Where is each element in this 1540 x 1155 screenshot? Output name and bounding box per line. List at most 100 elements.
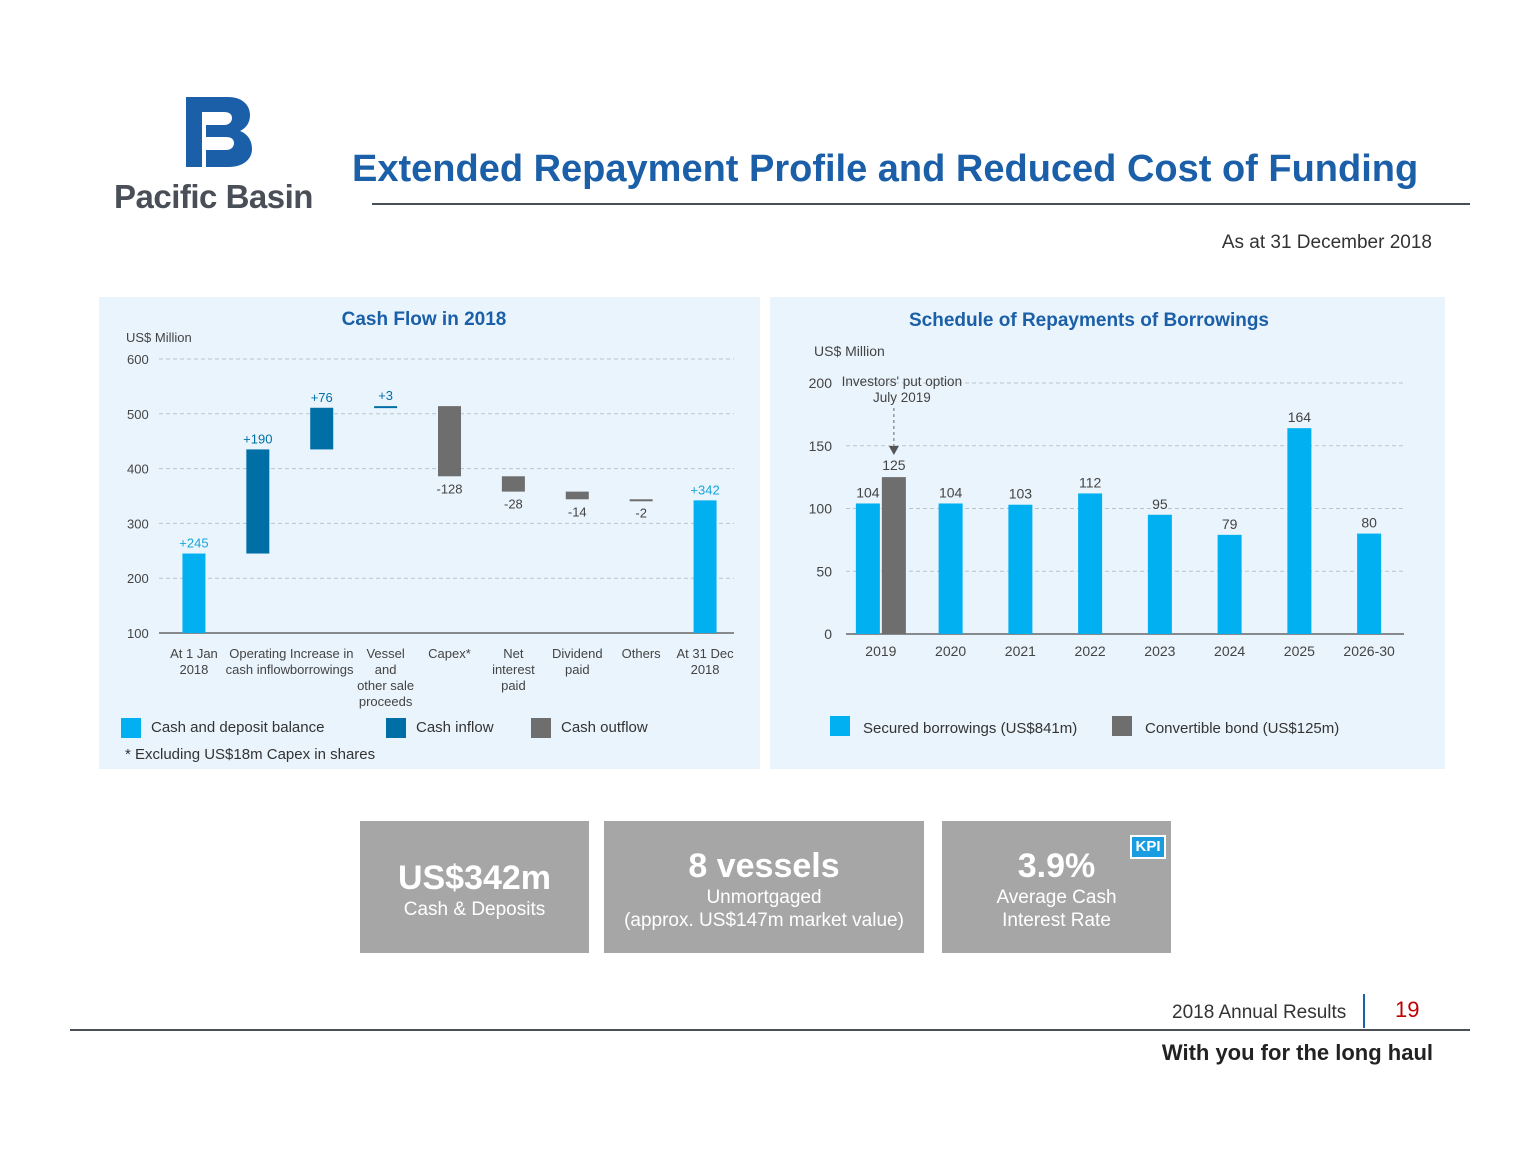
bar-inflow <box>374 406 398 409</box>
legend-swatch-balance <box>121 718 141 738</box>
annotation-arrow-head <box>888 446 899 455</box>
legend-swatch-secured <box>830 716 850 736</box>
x-tick-label: 2022 <box>1075 643 1106 659</box>
legend-label: Secured borrowings (US$841m) <box>863 720 1077 737</box>
data-label: +3 <box>378 388 393 403</box>
legend-label: Cash and deposit balance <box>151 719 324 736</box>
bar-secured <box>1287 428 1312 634</box>
y-tick-label: 300 <box>127 516 149 531</box>
cash-flow-chart: Cash Flow in 2018 US$ Million 100 200 300 400… <box>121 309 735 763</box>
y-tick-label: 150 <box>809 438 833 454</box>
kpi-unmortgaged-vessels: 8 vessels Unmortgaged (approx. US$147m m… <box>604 821 924 953</box>
data-label: 112 <box>1079 474 1102 490</box>
as-at-date: As at 31 December 2018 <box>1221 232 1432 253</box>
data-label: 103 <box>1009 486 1033 502</box>
data-label: 79 <box>1222 516 1238 532</box>
kpi-value: US$342m <box>397 859 552 897</box>
legend-swatch-outflow <box>531 718 551 738</box>
kpi-value: 8 vessels <box>688 847 840 885</box>
x-tick-label: borrowings <box>290 662 354 677</box>
x-tick-label: paid <box>565 662 590 677</box>
kpi-caption: Cash & Deposits <box>403 899 546 920</box>
y-tick-label: 500 <box>127 407 149 422</box>
chart-title: Cash Flow in 2018 <box>342 309 507 330</box>
tagline: With you for the long haul <box>1161 1040 1433 1065</box>
bar-secured <box>1217 534 1242 634</box>
bar-inflow <box>246 449 270 554</box>
x-tick-label: Capex* <box>428 646 471 661</box>
bar-secured <box>1008 504 1033 634</box>
data-label: 164 <box>1288 409 1312 425</box>
kpi-badge: KPI <box>1130 835 1166 859</box>
bar-secured <box>1078 493 1103 634</box>
y-tick-label: 100 <box>127 626 149 641</box>
kpi-caption: Unmortgaged <box>706 887 822 908</box>
data-label: -28 <box>504 497 523 512</box>
y-tick-label: 100 <box>809 501 833 517</box>
data-label: +342 <box>690 482 719 497</box>
x-tick-label: Dividend <box>552 646 603 661</box>
y-tick-label: 200 <box>809 375 833 391</box>
kpi-caption: Interest Rate <box>1002 910 1111 931</box>
x-tick-label: At 1 Jan <box>170 646 218 661</box>
repayment-schedule-panel: Schedule of Repayments of Borrowings US$ … <box>770 297 1445 769</box>
x-tick-label: interest <box>492 662 535 677</box>
kpi-cash-deposits: US$342m Cash & Deposits <box>360 821 589 953</box>
pacific-basin-logo-icon <box>186 97 252 167</box>
bar-secured <box>938 503 963 634</box>
x-tick-label: Net <box>503 646 524 661</box>
x-tick-label: 2018 <box>179 662 208 677</box>
y-tick-label: 0 <box>824 626 832 642</box>
bar-outflow <box>565 491 589 500</box>
x-tick-label: paid <box>501 678 526 693</box>
bar-outflow <box>629 499 653 502</box>
legend-label: Cash inflow <box>416 719 494 736</box>
y-tick-label: 50 <box>816 563 832 579</box>
y-tick-label: 400 <box>127 462 149 477</box>
bar-convertible <box>881 477 906 634</box>
x-tick-label: 2019 <box>865 643 896 659</box>
annotation-text: Investors' put option <box>842 374 962 389</box>
footer-divider <box>1363 994 1365 1028</box>
x-tick-label: cash inflow <box>226 662 291 677</box>
x-tick-label: and <box>375 662 397 677</box>
y-tick-label: 200 <box>127 571 149 586</box>
footnote: * Excluding US$18m Capex in shares <box>125 746 375 763</box>
data-label: -128 <box>436 481 462 496</box>
x-tick-label: Operating <box>229 646 286 661</box>
data-label: +245 <box>179 536 208 551</box>
kpi-interest-rate: KPI 3.9% Average Cash Interest Rate <box>942 821 1171 953</box>
bar-secured <box>1357 533 1382 634</box>
kpi-caption: Average Cash <box>996 887 1117 908</box>
chart-title: Schedule of Repayments of Borrowings <box>909 310 1269 331</box>
data-label: 80 <box>1361 515 1377 531</box>
data-label: -2 <box>635 505 647 520</box>
kpi-caption: (approx. US$147m market value) <box>624 910 904 931</box>
page-title: Extended Repayment Profile and Reduced C… <box>352 148 1419 190</box>
y-axis-label: US$ Million <box>814 343 885 359</box>
bar-secured <box>1147 514 1172 634</box>
annotation-text: July 2019 <box>873 390 931 405</box>
x-tick-label: 2020 <box>935 643 966 659</box>
bar-balance <box>182 553 206 633</box>
kpi-value: 3.9% <box>1017 847 1096 885</box>
x-tick-label: 2025 <box>1284 643 1315 659</box>
footer-label: 2018 Annual Results <box>1172 1002 1347 1023</box>
x-tick-label: 2018 <box>691 662 720 677</box>
repayment-schedule-chart: Schedule of Repayments of Borrowings US$ … <box>809 310 1404 737</box>
y-tick-label: 600 <box>127 352 149 367</box>
x-tick-label: 2021 <box>1005 643 1036 659</box>
logo-text: Pacific Basin <box>114 178 313 215</box>
data-label: +76 <box>311 390 333 405</box>
x-tick-label: At 31 Dec <box>677 646 735 661</box>
legend-swatch-inflow <box>386 718 406 738</box>
x-tick-label: proceeds <box>359 694 413 709</box>
page-number: 19 <box>1395 997 1420 1022</box>
data-label: -14 <box>568 504 587 519</box>
bar-inflow <box>310 407 334 450</box>
bar-outflow <box>501 476 525 492</box>
bar-balance <box>693 500 717 633</box>
x-tick-label: other sale <box>357 678 414 693</box>
data-label: 104 <box>856 484 880 500</box>
data-label: 104 <box>939 484 963 500</box>
